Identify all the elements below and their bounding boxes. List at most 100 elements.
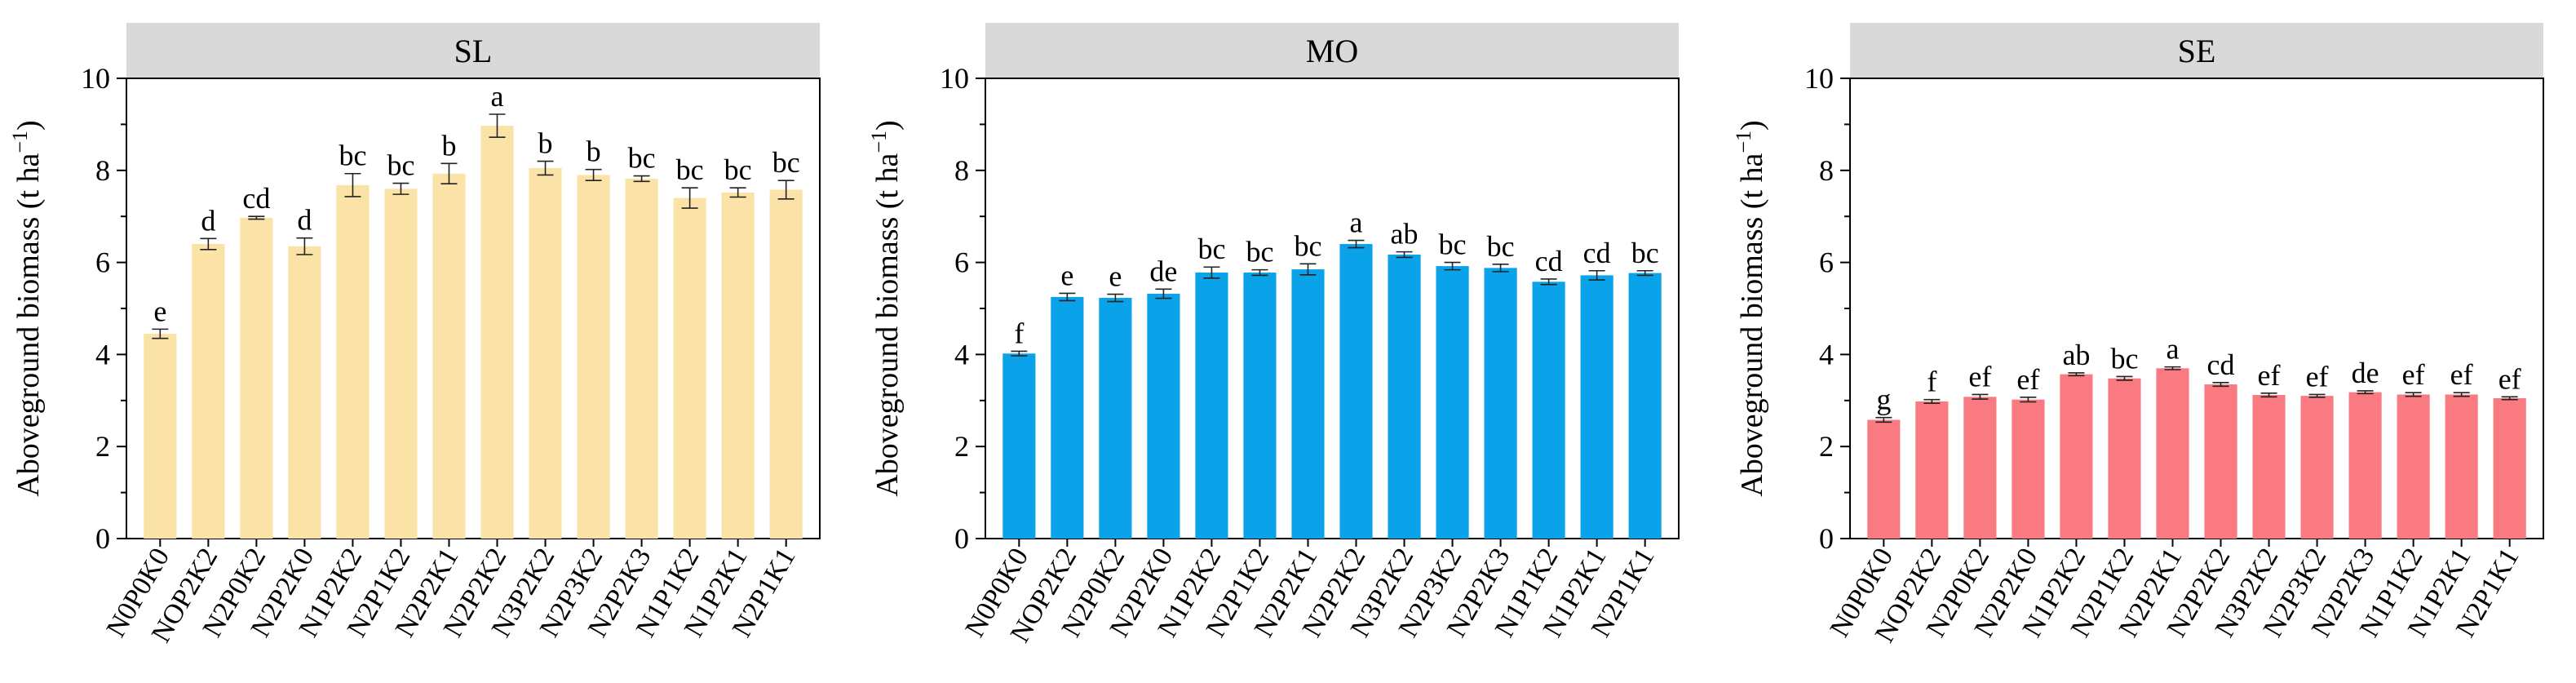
y-axis-label-close: ) [11,120,46,131]
bar [2060,374,2093,539]
significance-letter: bc [339,140,366,172]
bar [432,173,466,539]
bar [1339,244,1373,539]
significance-letter: cd [2207,348,2235,381]
bar [2156,368,2189,539]
bar [1580,275,1613,539]
significance-letter: bc [1631,237,1659,269]
significance-letter: de [1149,255,1177,287]
y-tick-label: 2 [95,430,110,463]
y-tick-label: 10 [940,62,969,95]
significance-letter: bc [676,153,704,186]
panel-title-strip [1850,23,2543,78]
significance-letter: a [1350,206,1363,239]
bar [288,246,321,539]
y-tick-label: 2 [954,430,969,463]
bar [769,189,803,539]
significance-letter: g [1876,384,1891,416]
y-tick-label: 10 [81,62,110,95]
bar [2300,396,2334,539]
y-tick-label: 0 [1819,522,1834,555]
y-axis-label-superscript: −1 [1732,131,1755,153]
y-tick-label: 8 [1819,154,1834,187]
significance-letter: ef [1968,360,1991,393]
significance-letter: bc [1294,229,1321,262]
y-axis-label-superscript: −1 [867,131,891,153]
bar [2445,394,2478,539]
y-tick-label: 8 [954,154,969,187]
significance-letter: e [1109,260,1122,293]
bar [1963,397,1997,539]
y-tick-label: 6 [95,246,110,279]
bar [1099,298,1132,539]
bar [480,126,514,539]
bar [1915,401,1949,539]
bar [2108,378,2141,539]
y-tick-label: 4 [954,338,969,370]
bar [2397,394,2430,539]
significance-letter: d [201,204,215,237]
plot-frame [985,78,1680,539]
y-axis-label: Aboveground biomass (t ha−1) [1732,120,1769,496]
bar [577,175,610,539]
bar [2348,392,2382,539]
bar [1484,268,1517,539]
panel-title: SE [2178,33,2216,69]
significance-letter: bc [724,153,752,186]
significance-letter: ab [2062,339,2090,371]
significance-letter: b [441,129,456,162]
significance-letter: ef [2258,359,2281,392]
significance-letter: bc [1487,230,1515,263]
significance-letter: ef [2402,358,2425,391]
significance-letter: bc [772,146,800,179]
panel-title: SL [454,33,493,69]
significance-letter: b [538,127,553,160]
significance-letter: bc [2110,342,2138,375]
bar [336,184,370,539]
bar [240,217,273,539]
significance-letter: f [1014,317,1024,349]
panel-title: MO [1306,33,1358,69]
bar [1195,273,1228,539]
significance-letter: a [491,80,504,113]
y-axis-label: Aboveground biomass (t ha−1) [8,120,46,496]
significance-letter: d [297,204,312,237]
significance-letter: bc [1197,233,1225,265]
bar [529,167,562,539]
significance-letter: cd [1583,237,1611,269]
bar [1628,273,1662,539]
bar [1867,419,1901,539]
y-axis-label: Aboveground biomass (t ha−1) [867,120,905,496]
bar [1388,255,1421,539]
y-tick-label: 0 [95,522,110,555]
significance-letter: e [153,295,166,327]
y-tick-label: 4 [95,338,110,370]
y-tick-label: 4 [1819,338,1834,370]
bar [625,178,658,539]
plot-frame [126,78,821,539]
significance-letter: a [2166,333,2179,366]
significance-letter: cd [1535,245,1563,277]
significance-letter: ab [1391,218,1419,251]
significance-letter: bc [628,142,656,175]
panel-title-strip [126,23,820,78]
significance-letter: cd [242,182,270,215]
bar [1436,266,1469,539]
significance-letter: bc [1439,228,1467,261]
bar [384,188,418,539]
y-axis-label-close: ) [870,120,905,131]
y-tick-label: 8 [95,154,110,187]
bar [2252,395,2286,539]
bar [1003,353,1036,539]
y-axis-label-main: Aboveground biomass (t ha [870,153,905,496]
bar [1532,282,1565,539]
significance-letter: bc [387,149,414,182]
y-tick-label: 6 [1819,246,1834,279]
y-axis-label-main: Aboveground biomass (t ha [1735,153,1769,496]
bar [2204,384,2237,539]
significance-letter: f [1927,366,1936,398]
bar [1243,273,1277,539]
